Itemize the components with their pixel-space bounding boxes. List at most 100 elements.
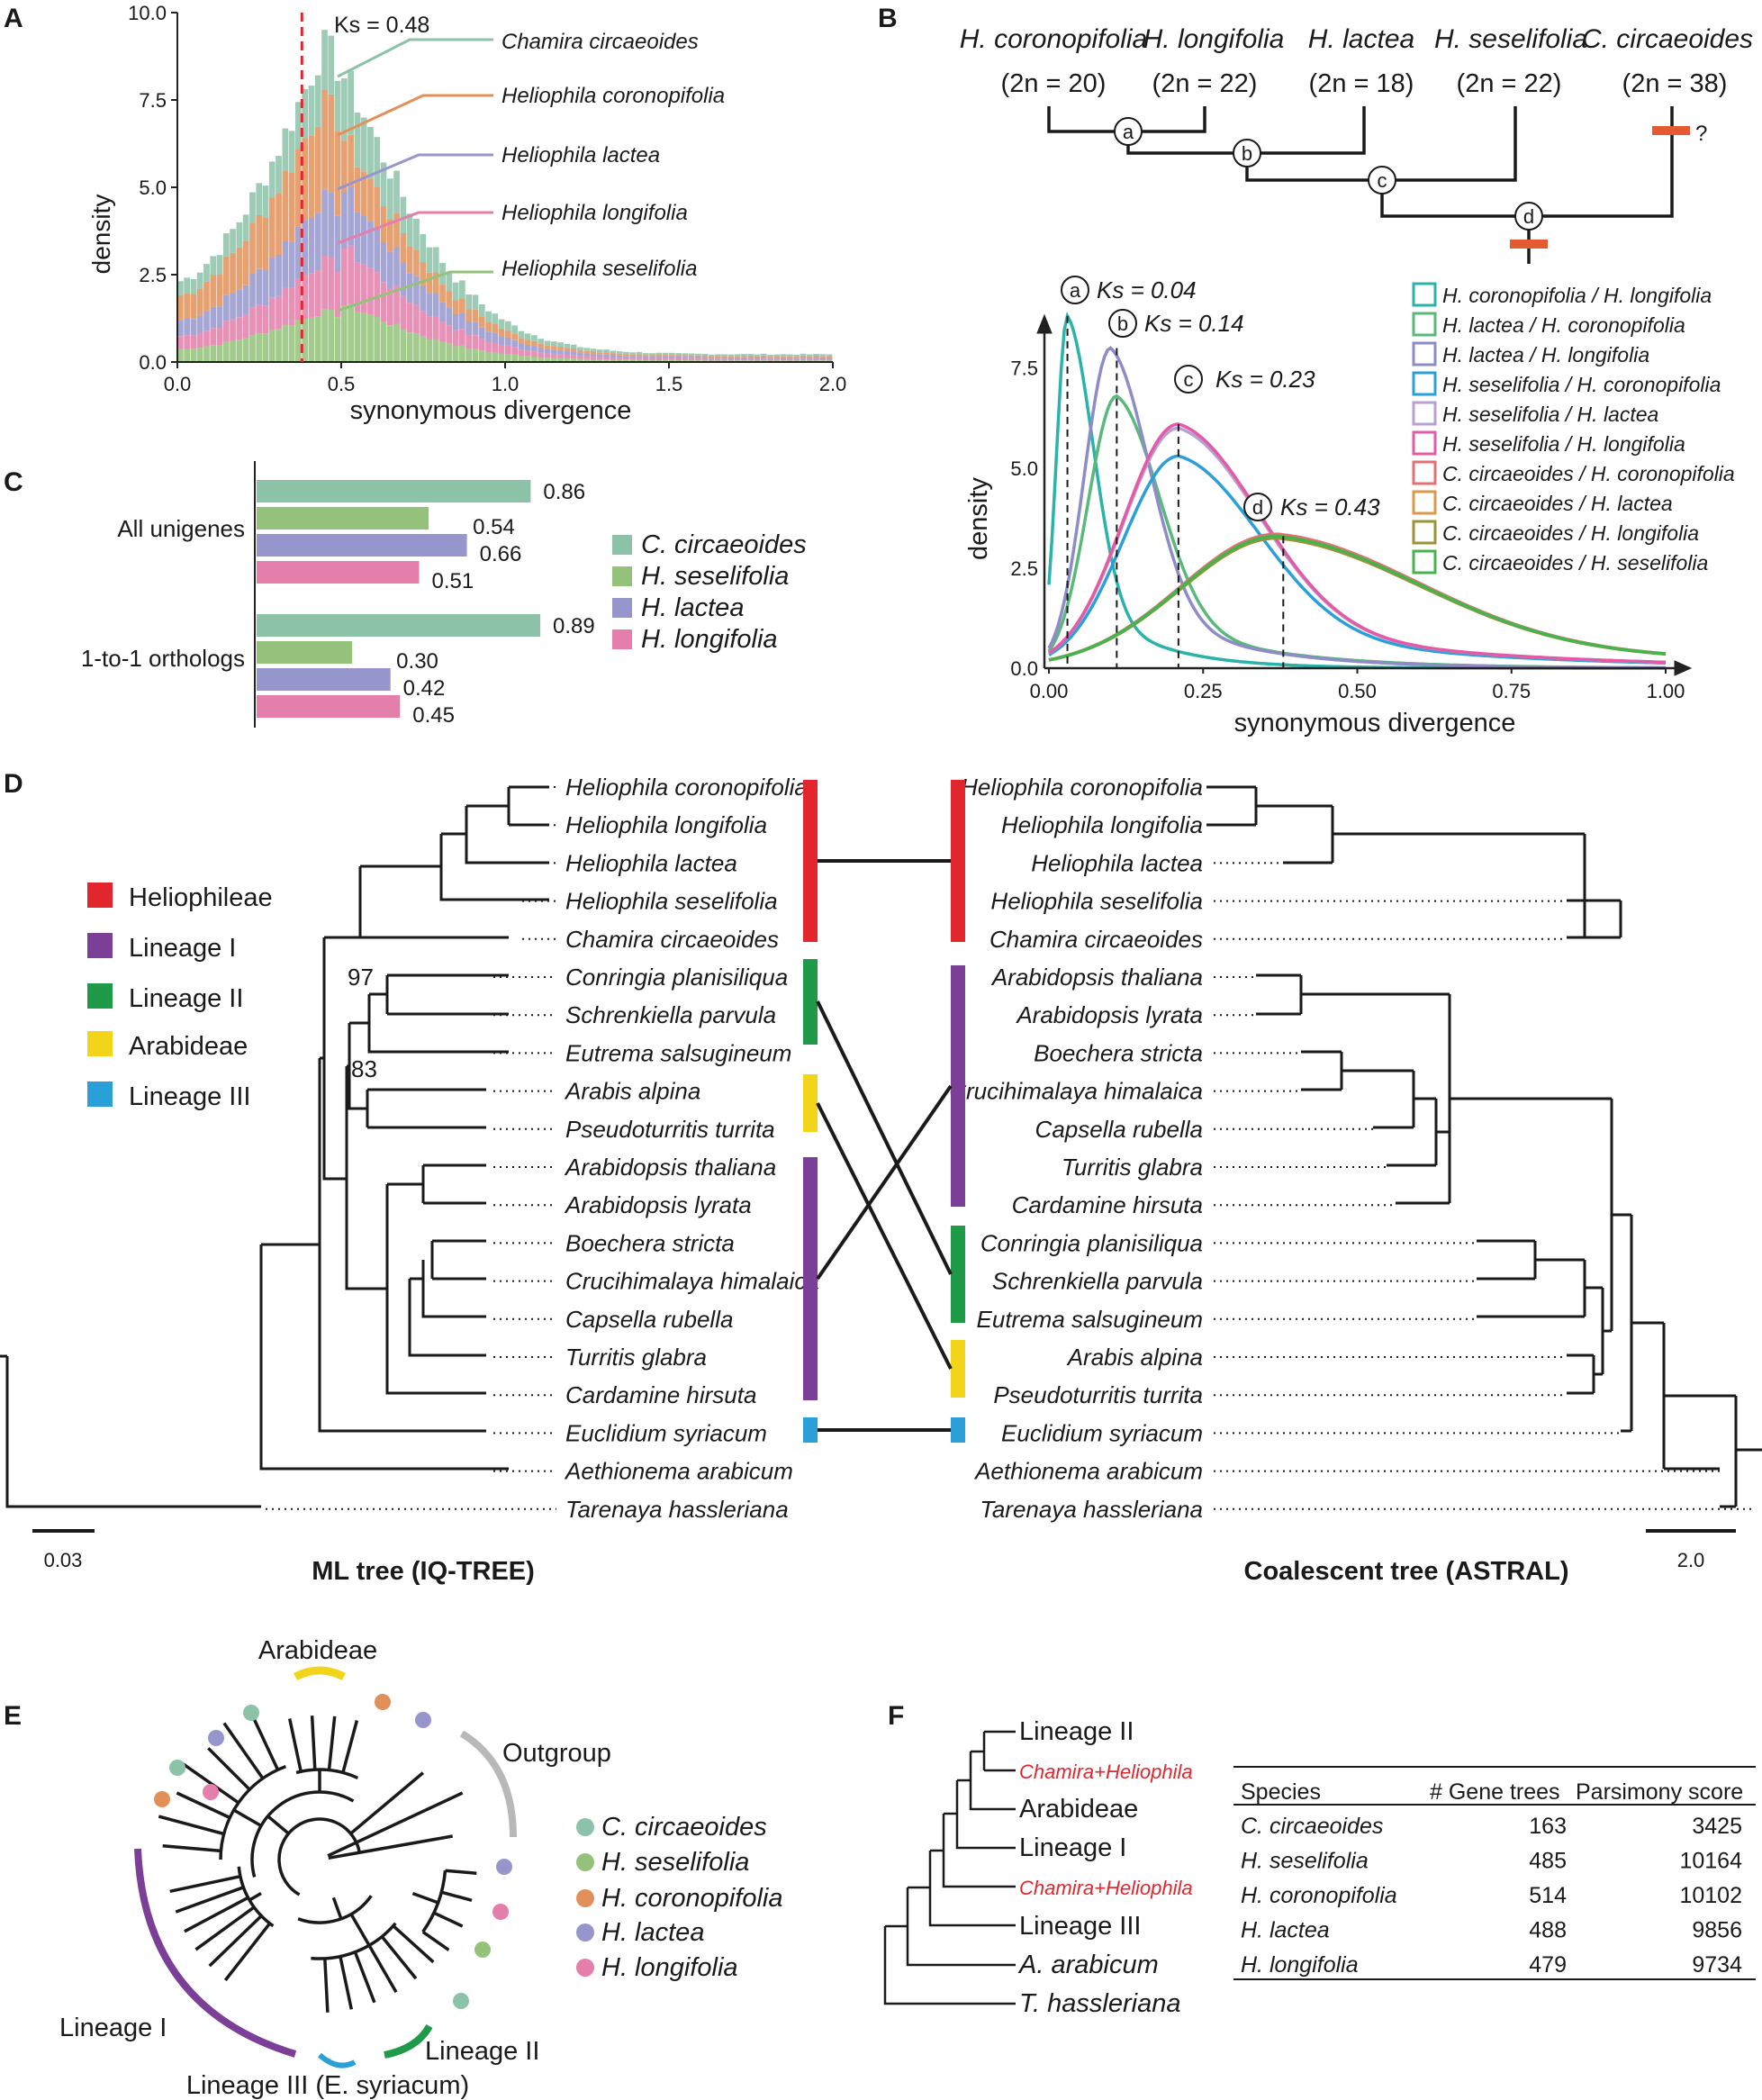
hist-bar xyxy=(485,311,492,323)
hist-bar xyxy=(649,357,655,359)
svg-text:H. coronopifolia: H. coronopifolia xyxy=(601,1884,783,1913)
ml-taxon-label: Eutrema salsugineum xyxy=(565,1039,791,1066)
hist-bar xyxy=(577,358,583,362)
hist-bar xyxy=(688,355,695,358)
species-dot xyxy=(203,1784,219,1800)
y-tick-label: 10.0 xyxy=(128,2,167,24)
hist-bar xyxy=(505,330,511,338)
hist-bar xyxy=(603,359,610,362)
svg-text:H. lactea: H. lactea xyxy=(601,1918,704,1947)
svg-text:b: b xyxy=(1117,312,1128,335)
y-tick-label: 2.5 xyxy=(1010,557,1038,580)
hist-bar xyxy=(701,358,709,361)
hist-bar xyxy=(478,317,485,328)
hist-bar xyxy=(780,358,787,361)
x-tick-label: 0.75 xyxy=(1492,680,1531,702)
hist-bar xyxy=(334,272,341,317)
y-tick-label: 0.0 xyxy=(1010,657,1038,680)
table-cell-gene-trees: 488 xyxy=(1529,1918,1567,1943)
hist-bar xyxy=(328,192,335,258)
hist-bar xyxy=(196,348,203,362)
bar-value: 0.51 xyxy=(432,569,474,593)
astral-taxon-label: Pseudoturritis turrita xyxy=(993,1381,1203,1408)
svg-text:Lineage III: Lineage III xyxy=(129,1082,250,1111)
legend-swatch xyxy=(1412,520,1437,545)
hist-bar xyxy=(295,149,302,227)
hist-bar xyxy=(203,346,210,362)
leader-lactea xyxy=(337,153,493,191)
hist-bar xyxy=(348,303,354,362)
table-cell-parsimony: 10164 xyxy=(1679,1849,1742,1874)
hist-bar xyxy=(282,324,289,362)
hist-bar xyxy=(623,351,629,355)
x-tick-label: 1.5 xyxy=(655,373,683,395)
hist-bar xyxy=(767,356,773,358)
hist-bar xyxy=(747,356,754,358)
hist-bar xyxy=(256,215,263,269)
hist-bar xyxy=(236,289,243,318)
hist-bar xyxy=(583,358,591,362)
hist-bar xyxy=(715,357,721,359)
ml-taxon-label: Cardamine hirsuta xyxy=(565,1381,756,1408)
hist-bar xyxy=(367,221,374,268)
hist-bar xyxy=(734,358,741,361)
legend-label: H. seselifolia / H. lactea xyxy=(1442,403,1658,426)
hist-bar xyxy=(767,358,773,359)
hist-bar xyxy=(819,354,827,357)
astral-taxon-label: Turritis glabra xyxy=(1062,1154,1203,1181)
hist-bar xyxy=(321,89,328,190)
hist-bar xyxy=(439,321,446,342)
hist-bar xyxy=(413,249,420,276)
hist-bar xyxy=(806,356,813,358)
parsimony-table: Species # Gene trees Parsimony score C. … xyxy=(1233,1766,1756,1980)
hist-bar xyxy=(649,353,655,356)
hist-bar xyxy=(242,240,249,285)
hist-bar xyxy=(360,117,367,172)
hist-bar xyxy=(675,353,682,356)
hist-bar xyxy=(669,352,675,355)
tree-branch xyxy=(175,1886,244,1914)
species-dot xyxy=(375,1694,391,1710)
table-cell-parsimony: 3425 xyxy=(1692,1814,1742,1839)
hist-bar xyxy=(826,354,833,357)
leader-seselifolia xyxy=(337,270,493,312)
hist-bar xyxy=(701,356,709,358)
x-tick-label: 0.50 xyxy=(1338,680,1377,702)
panel-d-trees: Heliophileae Lineage I Lineage II Arabid… xyxy=(0,774,1762,1586)
hist-bar xyxy=(210,306,217,329)
panel-label-e: E xyxy=(4,1701,22,1731)
hist-bar xyxy=(203,330,210,347)
panel-e-circular-tree: Arabideae Outgroup Lineage I Lineage II … xyxy=(59,1636,783,2100)
hist-bar xyxy=(256,304,263,334)
hist-bar xyxy=(439,285,446,303)
panel-label-d: D xyxy=(4,769,23,799)
hist-bar xyxy=(636,351,643,355)
tree-label: Lineage II xyxy=(1019,1717,1134,1746)
svg-text:Lineage II: Lineage II xyxy=(129,984,243,1013)
hist-bar xyxy=(616,359,623,362)
hist-bar xyxy=(268,297,276,330)
hist-bar xyxy=(308,218,315,274)
hist-bar xyxy=(583,356,591,359)
hist-bar xyxy=(590,359,597,362)
hist-bar xyxy=(760,353,767,356)
hist-bar xyxy=(721,357,727,359)
svg-text:Heliophileae: Heliophileae xyxy=(129,883,273,912)
hist-bar xyxy=(360,312,367,362)
hist-bar xyxy=(642,358,649,360)
astral-scale-label: 2.0 xyxy=(1677,1549,1705,1571)
hist-bar xyxy=(583,350,591,354)
hist-bar xyxy=(380,242,387,283)
group-label: 1-to-1 orthologs xyxy=(81,645,245,672)
hist-bar xyxy=(557,354,564,358)
hist-bar xyxy=(288,324,295,362)
hist-bar xyxy=(577,353,583,357)
clade-label: Lineage II xyxy=(425,2037,539,2066)
hist-bar xyxy=(492,313,499,324)
hist-bar xyxy=(203,311,210,331)
hist-bar xyxy=(629,356,636,358)
tip-chrom: (2n = 20) xyxy=(1001,69,1107,98)
hist-bar xyxy=(492,342,499,353)
table-cell-gene-trees: 163 xyxy=(1529,1814,1567,1839)
hist-bar xyxy=(295,278,302,321)
